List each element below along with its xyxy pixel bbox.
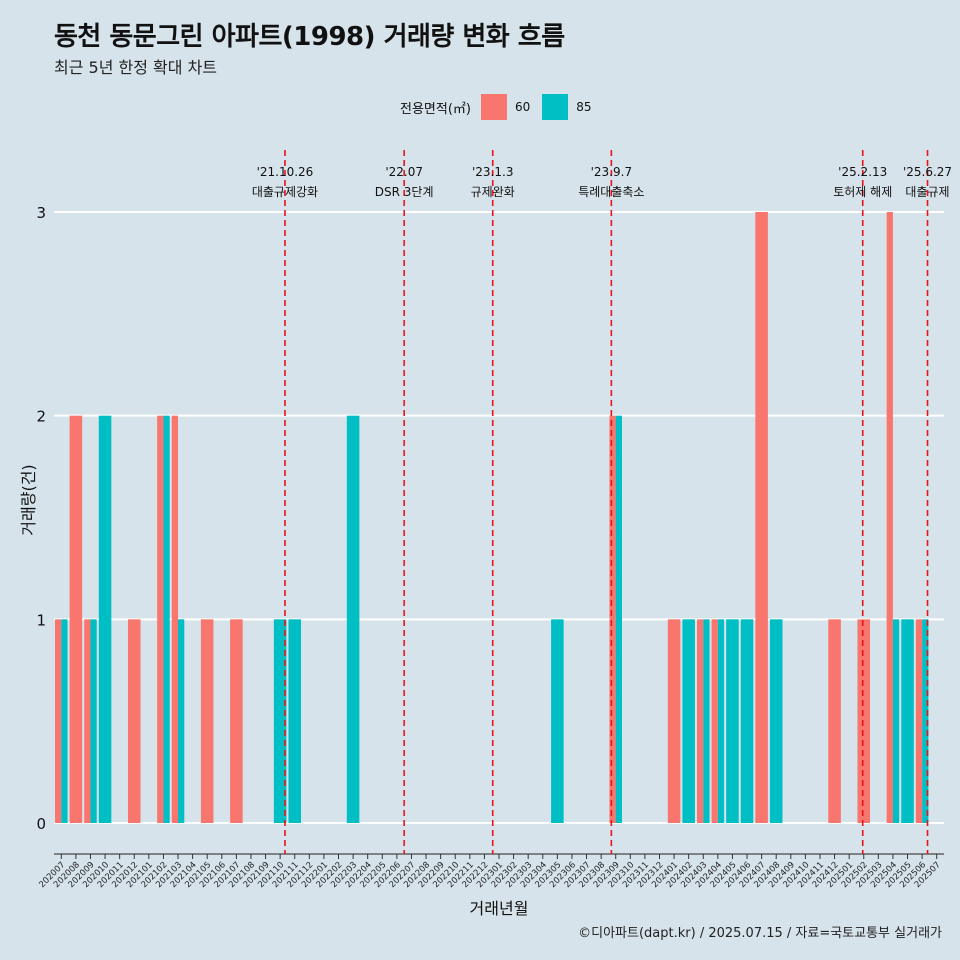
legend-label-85: 85 <box>576 100 592 114</box>
y-axis-title: 거래량(건) <box>19 464 38 535</box>
bar-85 <box>163 415 170 823</box>
legend-title: 전용면적(㎡) <box>400 101 471 117</box>
event-date: '22.07 <box>385 165 423 179</box>
bar-60 <box>200 619 214 823</box>
bar-60 <box>171 415 179 823</box>
bar-85 <box>740 619 754 823</box>
bar-60 <box>230 619 243 823</box>
event-label: 토허제 해제 <box>833 185 892 199</box>
chart-subtitle: 최근 5년 한정 확대 차트 <box>54 58 218 77</box>
event-date: '25.2.13 <box>838 165 887 179</box>
chart-title: 동천 동문그린 아파트(1998) 거래량 변화 흐름 <box>54 22 565 52</box>
bar-60 <box>84 619 91 823</box>
event-label: 대출규제강화 <box>252 185 318 199</box>
event-label: 대출규제 <box>905 185 949 199</box>
legend-key-60 <box>480 94 507 120</box>
y-tick-label: 0 <box>36 815 46 833</box>
bar-85 <box>615 415 622 823</box>
bar-60 <box>755 212 768 823</box>
bar-85 <box>769 619 783 823</box>
bar-85 <box>178 619 185 823</box>
bar-60 <box>857 619 871 823</box>
event-date: '21.10.26 <box>257 165 314 179</box>
event-label: 특례대출축소 <box>578 185 644 199</box>
event-date: '23.9.7 <box>591 165 632 179</box>
legend-label-60: 60 <box>514 100 531 114</box>
bar-60 <box>55 619 62 823</box>
bar-85 <box>61 619 68 823</box>
y-tick-label: 3 <box>36 204 46 222</box>
x-axis-title: 거래년월 <box>470 899 529 918</box>
caption: ©디아파트(dapt.kr) / 2025.07.15 / 자료=국토교통부 실… <box>578 926 942 941</box>
bar-85 <box>892 619 900 823</box>
bar-85 <box>717 619 725 823</box>
bar-85 <box>726 619 739 823</box>
bar-60 <box>696 619 704 823</box>
bar-85 <box>288 619 302 823</box>
bar-60 <box>711 619 718 823</box>
event-label: DSR 3단계 <box>375 185 434 199</box>
legend: 전용면적(㎡) 60 85 <box>400 94 604 120</box>
event-date: '25.6.27 <box>903 165 952 179</box>
bar-85 <box>703 619 710 823</box>
y-tick-label: 2 <box>36 408 46 426</box>
bar-85 <box>90 619 97 823</box>
y-tick-label: 1 <box>36 611 46 629</box>
bar-60 <box>886 212 893 823</box>
bar-85 <box>346 415 360 823</box>
bar-60 <box>157 415 164 823</box>
bar-85 <box>922 619 929 823</box>
bar-60 <box>609 415 616 823</box>
bar-85 <box>98 415 112 823</box>
bar-85 <box>273 619 287 823</box>
bar-85 <box>551 619 564 823</box>
bar-60 <box>828 619 841 823</box>
legend-key-85 <box>542 94 569 120</box>
event-label: 규제완화 <box>471 185 515 199</box>
bar-85 <box>682 619 695 823</box>
bar-60 <box>915 619 923 823</box>
bar-60 <box>127 619 141 823</box>
event-date: '23.1.3 <box>472 165 513 179</box>
bar-60 <box>667 619 681 823</box>
bar-60 <box>69 415 83 823</box>
bar-85 <box>901 619 914 823</box>
